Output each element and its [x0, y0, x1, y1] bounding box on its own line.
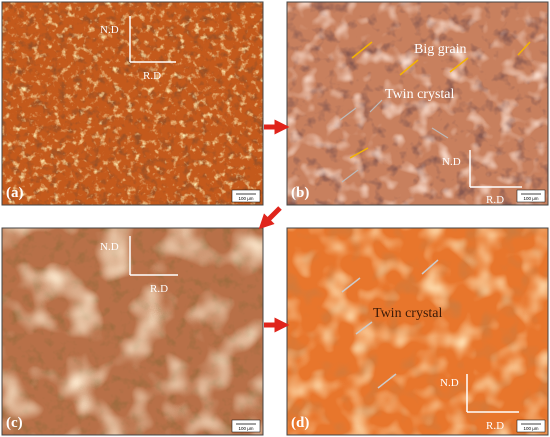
scale-bar-box [516, 419, 546, 433]
panel-label: (a) [6, 185, 24, 201]
panel-c: N.D R.D (c) 100 μm [1, 227, 264, 436]
axis-label: N.D [440, 377, 459, 389]
frame [1, 227, 264, 436]
axis-arrows [129, 236, 178, 276]
annotation: Twin crystal [373, 306, 443, 321]
axis-label: N.D [100, 24, 119, 36]
annotation-arrows [339, 99, 449, 183]
frame [1, 1, 264, 206]
axis-arrows [469, 150, 522, 188]
annotation-arrows [349, 41, 531, 159]
panel-d: Twin crystal N.D R.D (d) 100 μm [286, 227, 549, 436]
panel-a: N.D R.D (a) 100 μm [1, 1, 264, 206]
axis-arrows [129, 16, 176, 63]
annotation-arrows [341, 259, 439, 389]
scale-bar-label: 100 μm [523, 426, 538, 431]
scale-bar-box [516, 189, 546, 203]
axis-label: R.D [486, 194, 504, 206]
panel-label: (b) [291, 185, 309, 201]
axis-arrows [466, 374, 519, 413]
axis-label: N.D [442, 156, 461, 168]
texture [287, 228, 548, 435]
axis-label: R.D [150, 283, 168, 295]
panel-b: Big grain Twin crystal N.D R.D (b) 100 μ… [286, 1, 549, 206]
annotation: Big grain [414, 42, 467, 57]
scale-bar-label: 100 μm [523, 196, 538, 201]
scale-bar-box [231, 419, 261, 433]
annotation: Twin crystal [385, 87, 455, 102]
frame [286, 1, 549, 206]
axis-label: R.D [486, 420, 504, 432]
axis-label: R.D [143, 70, 161, 82]
texture [2, 2, 263, 205]
texture [287, 2, 548, 205]
scale-bar-box [231, 189, 261, 203]
sequence-arrow [258, 206, 282, 230]
scale-bar-label: 100 μm [238, 196, 253, 201]
texture [2, 228, 263, 435]
panel-label: (d) [291, 415, 309, 431]
panel-label: (c) [6, 415, 23, 431]
axis-label: N.D [100, 241, 119, 253]
scale-bar-label: 100 μm [238, 426, 253, 431]
